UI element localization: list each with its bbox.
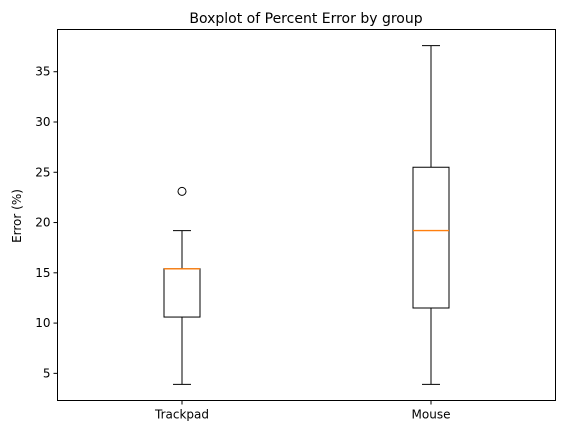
mouse-box xyxy=(412,166,450,309)
x-tick-label-trackpad: Trackpad xyxy=(154,408,209,422)
plot-area: 5 10 15 20 25 30 35 Trackpad Mouse xyxy=(35,45,451,422)
trackpad-outlier-0 xyxy=(177,186,187,196)
y-tick-label-30: 30 xyxy=(35,115,50,129)
y-tick-label-15: 15 xyxy=(35,266,50,280)
chart-title: Boxplot of Percent Error by group xyxy=(189,11,422,27)
y-tick-label-20: 20 xyxy=(35,216,50,230)
axes-frame xyxy=(57,29,556,401)
y-tick-label-10: 10 xyxy=(35,316,50,330)
trackpad-box xyxy=(163,268,201,318)
y-tick-label-25: 25 xyxy=(35,165,50,179)
y-axis-label: Error (%) xyxy=(10,189,24,243)
x-tick-label-mouse: Mouse xyxy=(412,408,451,422)
y-tick-label-35: 35 xyxy=(35,65,50,79)
y-tick-label-5: 5 xyxy=(43,366,51,380)
